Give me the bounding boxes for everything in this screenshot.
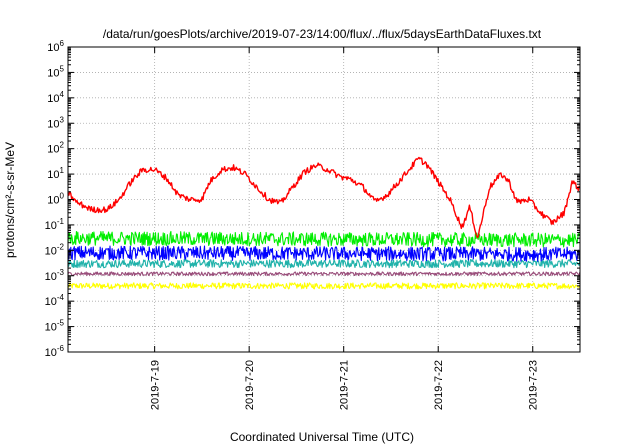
y-tick-label: 102 <box>47 141 64 156</box>
series-line-1 <box>67 156 580 239</box>
x-tick-label: 2019-7-22 <box>433 360 445 410</box>
series-line-4 <box>67 259 581 269</box>
y-tick-label: 10-1 <box>45 217 65 232</box>
series-line-3 <box>67 245 581 262</box>
series-line-6 <box>67 282 581 290</box>
x-tick-label: 2019-7-21 <box>339 360 351 410</box>
chart-title: /data/run/goesPlots/archive/2019-07-23/1… <box>103 27 542 41</box>
x-tick-label: 2019-7-20 <box>244 360 256 410</box>
series-line-5 <box>67 271 581 277</box>
y-tick-label: 10-3 <box>45 268 65 283</box>
y-axis: 10-6 10-5 10-4 10-3 10-2 10-1 100 101 102 103 104 1… <box>45 39 580 359</box>
y-tick-label: 106 <box>47 39 64 54</box>
y-tick-label: 10-4 <box>45 293 65 308</box>
y-tick-label: 105 <box>47 64 64 79</box>
y-axis-title: protons/cm²-s-sr-MeV <box>3 142 17 258</box>
grid <box>68 47 580 352</box>
y-tick-label: 10-2 <box>45 242 65 257</box>
series-layer <box>67 156 581 290</box>
y-tick-label: 103 <box>47 115 64 130</box>
x-axis: 2019-7-19 2019-7-20 2019-7-21 2019-7-22 2019… <box>150 47 540 410</box>
x-tick-label: 2019-7-23 <box>528 360 540 410</box>
y-tick-label: 104 <box>47 90 64 105</box>
x-tick-label: 2019-7-19 <box>150 360 162 410</box>
series-line-2 <box>67 230 581 248</box>
y-tick-label: 101 <box>47 166 64 181</box>
y-tick-label: 10-6 <box>45 344 65 359</box>
y-tick-label: 10-5 <box>45 319 65 334</box>
y-tick-label: 100 <box>47 192 64 207</box>
x-axis-title: Coordinated Universal Time (UTC) <box>230 430 414 444</box>
